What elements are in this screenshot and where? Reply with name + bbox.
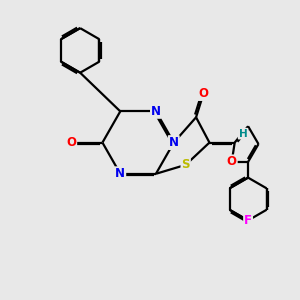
Text: N: N (151, 105, 161, 118)
Text: N: N (169, 136, 179, 149)
Text: H: H (239, 129, 248, 139)
Text: O: O (227, 155, 237, 168)
Text: F: F (244, 214, 252, 227)
Text: N: N (115, 167, 125, 180)
Text: O: O (66, 136, 76, 149)
Text: O: O (199, 87, 208, 100)
Text: S: S (182, 158, 190, 171)
